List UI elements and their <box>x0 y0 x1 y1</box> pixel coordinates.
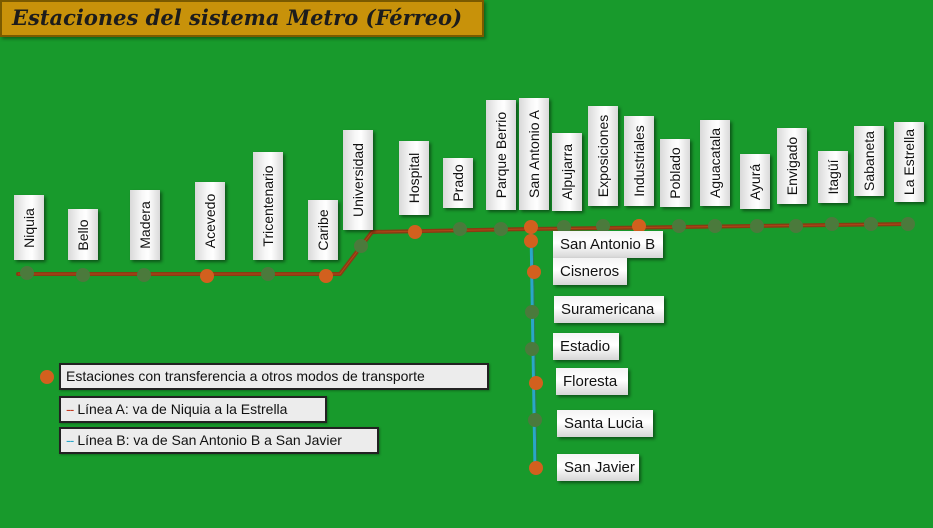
station-label-b: Estadio <box>553 333 619 360</box>
station-name: Universidad <box>350 143 366 217</box>
station-name: Poblado <box>667 147 683 199</box>
station-label-a: La Estrella <box>894 122 924 202</box>
station-name: Madera <box>137 201 153 249</box>
station-label-a: Bello <box>68 209 98 260</box>
legend-line-a: -- Línea A: va de Niquia a la Estrella <box>59 396 327 423</box>
station-name: Industriales <box>631 125 647 197</box>
station-label-b: Cisneros <box>553 258 627 285</box>
station-name: Ayurá <box>747 163 763 200</box>
station-label-b: Floresta <box>556 368 628 395</box>
station-name: Niquia <box>21 207 37 248</box>
station-name: Aguacatala <box>707 127 723 199</box>
station-dot-b-0 <box>524 234 538 248</box>
station-label-a: Exposiciones <box>588 106 618 206</box>
station-dot-a-16 <box>750 219 764 233</box>
station-label-a: Sabaneta <box>854 126 884 196</box>
station-label-a: Niquia <box>14 195 44 260</box>
station-label-a: Aguacatala <box>700 120 730 206</box>
station-name: Sabaneta <box>861 131 877 191</box>
legend-transfer-label: Estaciones con transferencia a otros mod… <box>66 368 425 384</box>
station-label-b: Suramericana <box>554 296 664 323</box>
legend-line-a-label: Línea A: va de Niquia a la Estrella <box>77 401 288 417</box>
station-dot-b-5 <box>528 413 542 427</box>
station-label-a: San Antonio A <box>519 98 549 210</box>
station-label-a: Poblado <box>660 139 690 207</box>
station-label-a: Acevedo <box>195 182 225 260</box>
station-dot-a-17 <box>789 219 803 233</box>
station-label-a: Industriales <box>624 116 654 206</box>
legend-transfer: Estaciones con transferencia a otros mod… <box>59 363 489 390</box>
station-dot-a-11 <box>557 220 571 234</box>
page-title: Estaciones del sistema Metro (Férreo) <box>12 5 463 30</box>
station-dot-a-13 <box>632 219 646 233</box>
legend-transfer-dot <box>40 370 54 384</box>
station-label-a: Caribe <box>308 200 338 260</box>
station-dot-b-2 <box>525 305 539 319</box>
station-name: Exposiciones <box>595 114 611 198</box>
station-dot-a-1 <box>76 268 90 282</box>
station-name: Itagüí <box>825 159 841 195</box>
station-dot-a-19 <box>864 217 878 231</box>
station-label-a: Envigado <box>777 128 807 204</box>
station-name: Bello <box>75 218 91 251</box>
station-name: Hospital <box>406 152 422 204</box>
station-dot-a-4 <box>261 267 275 281</box>
station-dot-a-15 <box>708 219 722 233</box>
station-dot-a-2 <box>137 268 151 282</box>
station-dot-a-12 <box>596 219 610 233</box>
station-label-a: Itagüí <box>818 151 848 203</box>
station-dot-a-0 <box>20 266 34 280</box>
station-label-a: Alpujarra <box>552 133 582 211</box>
station-dot-a-6 <box>354 239 368 253</box>
station-label-a: Universidad <box>343 130 373 230</box>
station-name: Caribe <box>315 209 331 251</box>
station-name: Envigado <box>784 136 800 196</box>
station-label-a: Tricentenario <box>253 152 283 260</box>
station-name: Alpujarra <box>559 143 575 201</box>
station-label-a: Parque Berrio <box>486 100 516 210</box>
station-dot-b-6 <box>529 461 543 475</box>
station-dot-a-5 <box>319 269 333 283</box>
station-dot-a-8 <box>453 222 467 236</box>
title-banner: Estaciones del sistema Metro (Férreo) <box>0 0 484 37</box>
station-dot-a-18 <box>825 217 839 231</box>
line-a-swatch: -- <box>66 401 74 417</box>
station-dot-b-4 <box>529 376 543 390</box>
station-dot-a-20 <box>901 217 915 231</box>
legend-line-b: -- Línea B: va de San Antonio B a San Jav… <box>59 427 379 454</box>
station-name: Prado <box>450 164 466 202</box>
station-label-b: San Antonio B <box>553 231 663 258</box>
station-name: La Estrella <box>901 128 917 196</box>
line-a-track-highlight <box>18 223 909 275</box>
station-dot-a-7 <box>408 225 422 239</box>
station-name: Parque Berrio <box>493 111 509 199</box>
station-dot-a-9 <box>494 222 508 236</box>
legend-line-b-label: Línea B: va de San Antonio B a San Javie… <box>77 432 342 448</box>
line-b-swatch: -- <box>66 432 74 448</box>
station-label-a: Madera <box>130 190 160 260</box>
station-label-b: Santa Lucia <box>557 410 653 437</box>
station-dot-a-14 <box>672 219 686 233</box>
station-dot-b-3 <box>525 342 539 356</box>
station-label-a: Ayurá <box>740 154 770 209</box>
station-name: Acevedo <box>202 193 218 249</box>
station-name: Tricentenario <box>260 165 276 247</box>
station-dot-a-10 <box>524 220 538 234</box>
station-name: San Antonio A <box>526 110 542 198</box>
station-label-a: Hospital <box>399 141 429 215</box>
station-label-b: San Javier <box>557 454 639 481</box>
station-label-a: Prado <box>443 158 473 208</box>
station-dot-b-1 <box>527 265 541 279</box>
station-dot-a-3 <box>200 269 214 283</box>
